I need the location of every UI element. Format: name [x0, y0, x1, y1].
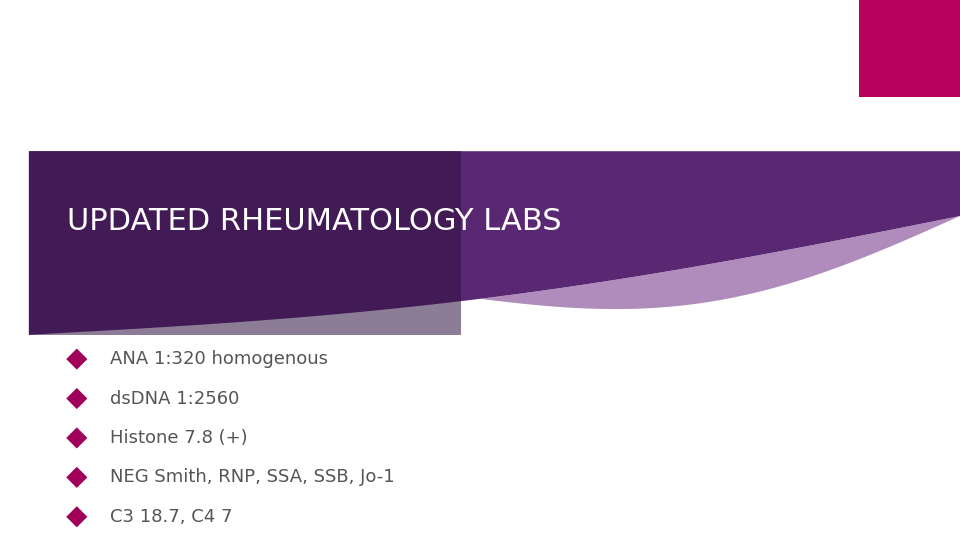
Text: dsDNA 1:2560: dsDNA 1:2560 [110, 389, 240, 408]
Text: UPDATED RHEUMATOLOGY LABS: UPDATED RHEUMATOLOGY LABS [67, 207, 562, 236]
Polygon shape [66, 348, 87, 370]
Polygon shape [66, 506, 87, 528]
Polygon shape [29, 151, 960, 335]
Polygon shape [66, 467, 87, 488]
Text: NEG Smith, RNP, SSA, SSB, Jo-1: NEG Smith, RNP, SSA, SSB, Jo-1 [110, 468, 395, 487]
Polygon shape [66, 427, 87, 449]
FancyBboxPatch shape [29, 151, 461, 335]
Text: C3 18.7, C4 7: C3 18.7, C4 7 [110, 508, 233, 526]
Text: ANA 1:320 homogenous: ANA 1:320 homogenous [110, 350, 328, 368]
Polygon shape [66, 388, 87, 409]
Polygon shape [480, 216, 960, 309]
Text: Histone 7.8 (+): Histone 7.8 (+) [110, 429, 248, 447]
FancyBboxPatch shape [859, 0, 960, 97]
